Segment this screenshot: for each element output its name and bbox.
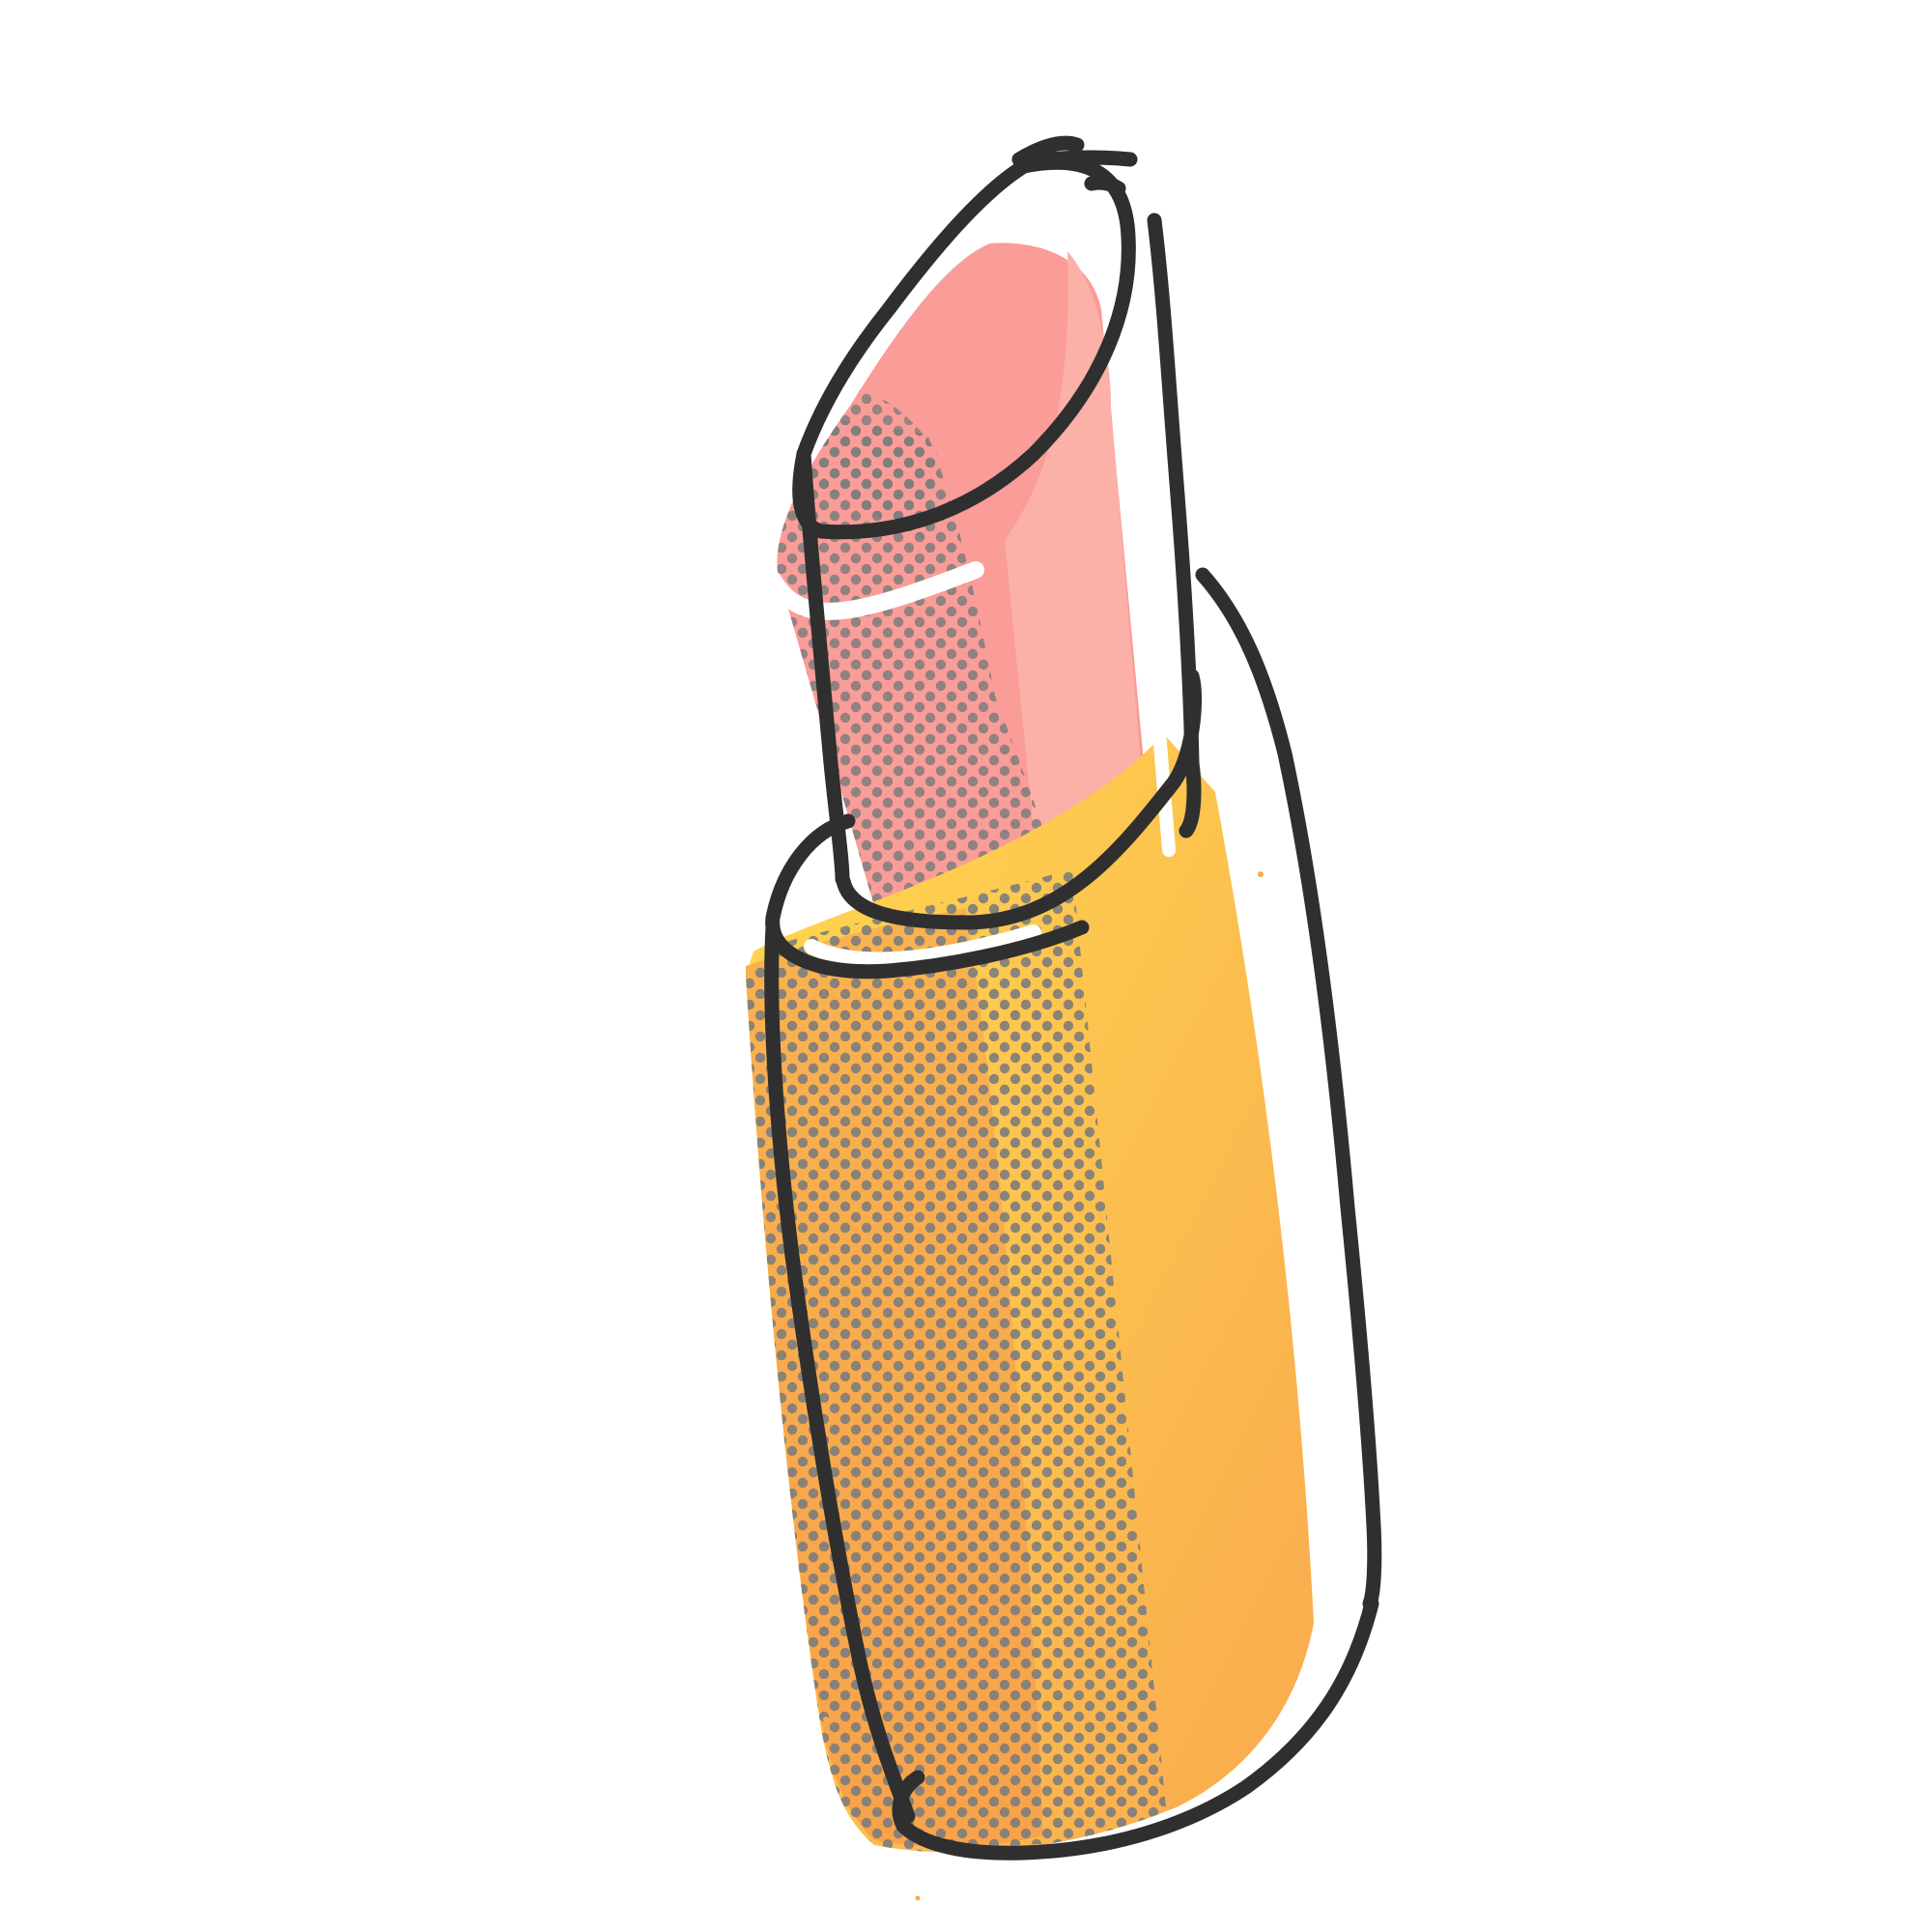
bullet-tip-outline: [792, 155, 1136, 540]
lipstick-tube: [746, 734, 1314, 1901]
bullet-right-outline: [1147, 213, 1202, 838]
paint-speck: [823, 1717, 829, 1722]
bullet-highlight: [1005, 251, 1150, 927]
tube-halftone: [746, 869, 1169, 1853]
tube-right-outline: [1195, 567, 1382, 1611]
bullet-base-outline: [836, 668, 1203, 930]
tube-top-outline: [765, 813, 1090, 980]
paint-speck: [915, 1895, 921, 1901]
white-highlights: [764, 312, 1344, 1556]
tube-left-outline: [764, 920, 916, 1824]
tube-bottom-outline: [892, 1596, 1379, 1861]
bullet-left-outline: [796, 446, 850, 887]
paint-speck: [1258, 871, 1264, 877]
outlines: [764, 135, 1382, 1861]
